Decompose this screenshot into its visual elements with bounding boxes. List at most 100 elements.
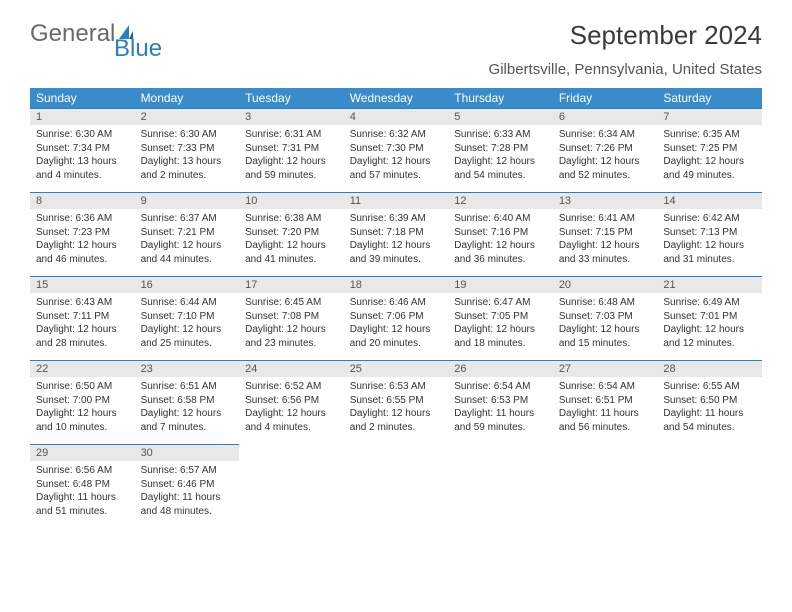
sunset-text: Sunset: 6:48 PM: [36, 478, 129, 492]
day-number: 8: [30, 193, 135, 209]
sunrise-text: Sunrise: 6:52 AM: [245, 380, 338, 394]
sunset-text: Sunset: 6:51 PM: [559, 394, 652, 408]
calendar-cell: 8Sunrise: 6:36 AMSunset: 7:23 PMDaylight…: [30, 193, 135, 277]
sunset-text: Sunset: 7:21 PM: [141, 226, 234, 240]
sunset-text: Sunset: 7:20 PM: [245, 226, 338, 240]
daylight-text: Daylight: 11 hours and 59 minutes.: [454, 407, 547, 434]
day-number: 25: [344, 361, 449, 377]
day-number: 21: [657, 277, 762, 293]
day-details: Sunrise: 6:30 AMSunset: 7:33 PMDaylight:…: [135, 125, 240, 186]
calendar-row: 22Sunrise: 6:50 AMSunset: 7:00 PMDayligh…: [30, 361, 762, 445]
day-number: 5: [448, 109, 553, 125]
weekday-header: Friday: [553, 88, 658, 109]
sunset-text: Sunset: 7:06 PM: [350, 310, 443, 324]
sunset-text: Sunset: 7:03 PM: [559, 310, 652, 324]
weekday-header: Sunday: [30, 88, 135, 109]
sunset-text: Sunset: 7:10 PM: [141, 310, 234, 324]
daylight-text: Daylight: 12 hours and 10 minutes.: [36, 407, 129, 434]
sunrise-text: Sunrise: 6:49 AM: [663, 296, 756, 310]
sunset-text: Sunset: 7:33 PM: [141, 142, 234, 156]
daylight-text: Daylight: 12 hours and 20 minutes.: [350, 323, 443, 350]
calendar-cell: 6Sunrise: 6:34 AMSunset: 7:26 PMDaylight…: [553, 109, 658, 193]
day-details: Sunrise: 6:43 AMSunset: 7:11 PMDaylight:…: [30, 293, 135, 354]
calendar-cell: 5Sunrise: 6:33 AMSunset: 7:28 PMDaylight…: [448, 109, 553, 193]
sunrise-text: Sunrise: 6:39 AM: [350, 212, 443, 226]
daylight-text: Daylight: 12 hours and 41 minutes.: [245, 239, 338, 266]
sunrise-text: Sunrise: 6:47 AM: [454, 296, 547, 310]
sunrise-text: Sunrise: 6:41 AM: [559, 212, 652, 226]
day-number: 26: [448, 361, 553, 377]
sunset-text: Sunset: 6:56 PM: [245, 394, 338, 408]
sunset-text: Sunset: 6:53 PM: [454, 394, 547, 408]
calendar-cell: 9Sunrise: 6:37 AMSunset: 7:21 PMDaylight…: [135, 193, 240, 277]
daylight-text: Daylight: 12 hours and 33 minutes.: [559, 239, 652, 266]
calendar-cell: 19Sunrise: 6:47 AMSunset: 7:05 PMDayligh…: [448, 277, 553, 361]
daylight-text: Daylight: 12 hours and 7 minutes.: [141, 407, 234, 434]
daylight-text: Daylight: 12 hours and 44 minutes.: [141, 239, 234, 266]
sunrise-text: Sunrise: 6:36 AM: [36, 212, 129, 226]
sunset-text: Sunset: 7:13 PM: [663, 226, 756, 240]
sunrise-text: Sunrise: 6:45 AM: [245, 296, 338, 310]
sunrise-text: Sunrise: 6:57 AM: [141, 464, 234, 478]
daylight-text: Daylight: 13 hours and 4 minutes.: [36, 155, 129, 182]
calendar-cell: 24Sunrise: 6:52 AMSunset: 6:56 PMDayligh…: [239, 361, 344, 445]
sunset-text: Sunset: 7:25 PM: [663, 142, 756, 156]
sunrise-text: Sunrise: 6:53 AM: [350, 380, 443, 394]
day-details: Sunrise: 6:54 AMSunset: 6:53 PMDaylight:…: [448, 377, 553, 438]
daylight-text: Daylight: 12 hours and 2 minutes.: [350, 407, 443, 434]
sunset-text: Sunset: 7:18 PM: [350, 226, 443, 240]
sunset-text: Sunset: 7:26 PM: [559, 142, 652, 156]
calendar-cell: 13Sunrise: 6:41 AMSunset: 7:15 PMDayligh…: [553, 193, 658, 277]
day-details: Sunrise: 6:55 AMSunset: 6:50 PMDaylight:…: [657, 377, 762, 438]
sunset-text: Sunset: 7:05 PM: [454, 310, 547, 324]
sunset-text: Sunset: 7:34 PM: [36, 142, 129, 156]
daylight-text: Daylight: 11 hours and 51 minutes.: [36, 491, 129, 518]
day-number: 22: [30, 361, 135, 377]
sunset-text: Sunset: 6:58 PM: [141, 394, 234, 408]
calendar-row: 15Sunrise: 6:43 AMSunset: 7:11 PMDayligh…: [30, 277, 762, 361]
day-number: 6: [553, 109, 658, 125]
day-number: 3: [239, 109, 344, 125]
day-number: 23: [135, 361, 240, 377]
day-details: Sunrise: 6:33 AMSunset: 7:28 PMDaylight:…: [448, 125, 553, 186]
calendar-cell: 25Sunrise: 6:53 AMSunset: 6:55 PMDayligh…: [344, 361, 449, 445]
day-number: 28: [657, 361, 762, 377]
sunset-text: Sunset: 7:00 PM: [36, 394, 129, 408]
calendar-cell: [344, 445, 449, 529]
sunset-text: Sunset: 7:08 PM: [245, 310, 338, 324]
sunrise-text: Sunrise: 6:44 AM: [141, 296, 234, 310]
calendar-cell: [239, 445, 344, 529]
sunset-text: Sunset: 6:46 PM: [141, 478, 234, 492]
calendar-cell: 10Sunrise: 6:38 AMSunset: 7:20 PMDayligh…: [239, 193, 344, 277]
daylight-text: Daylight: 11 hours and 54 minutes.: [663, 407, 756, 434]
day-number: 1: [30, 109, 135, 125]
daylight-text: Daylight: 12 hours and 15 minutes.: [559, 323, 652, 350]
calendar-table: Sunday Monday Tuesday Wednesday Thursday…: [30, 88, 762, 529]
sunrise-text: Sunrise: 6:34 AM: [559, 128, 652, 142]
day-details: Sunrise: 6:57 AMSunset: 6:46 PMDaylight:…: [135, 461, 240, 522]
day-number: 30: [135, 445, 240, 461]
sunrise-text: Sunrise: 6:55 AM: [663, 380, 756, 394]
sunset-text: Sunset: 7:28 PM: [454, 142, 547, 156]
calendar-cell: 17Sunrise: 6:45 AMSunset: 7:08 PMDayligh…: [239, 277, 344, 361]
daylight-text: Daylight: 12 hours and 36 minutes.: [454, 239, 547, 266]
day-number: 27: [553, 361, 658, 377]
day-details: Sunrise: 6:40 AMSunset: 7:16 PMDaylight:…: [448, 209, 553, 270]
calendar-cell: 12Sunrise: 6:40 AMSunset: 7:16 PMDayligh…: [448, 193, 553, 277]
day-details: Sunrise: 6:53 AMSunset: 6:55 PMDaylight:…: [344, 377, 449, 438]
logo-text-blue: Blue: [114, 35, 162, 62]
day-details: Sunrise: 6:51 AMSunset: 6:58 PMDaylight:…: [135, 377, 240, 438]
sunrise-text: Sunrise: 6:42 AM: [663, 212, 756, 226]
calendar-cell: 11Sunrise: 6:39 AMSunset: 7:18 PMDayligh…: [344, 193, 449, 277]
day-number: 7: [657, 109, 762, 125]
daylight-text: Daylight: 11 hours and 56 minutes.: [559, 407, 652, 434]
day-details: Sunrise: 6:32 AMSunset: 7:30 PMDaylight:…: [344, 125, 449, 186]
calendar-cell: 28Sunrise: 6:55 AMSunset: 6:50 PMDayligh…: [657, 361, 762, 445]
calendar-cell: [657, 445, 762, 529]
day-number: 17: [239, 277, 344, 293]
weekday-header: Saturday: [657, 88, 762, 109]
sunrise-text: Sunrise: 6:43 AM: [36, 296, 129, 310]
weekday-header: Thursday: [448, 88, 553, 109]
sunset-text: Sunset: 6:55 PM: [350, 394, 443, 408]
sunrise-text: Sunrise: 6:37 AM: [141, 212, 234, 226]
